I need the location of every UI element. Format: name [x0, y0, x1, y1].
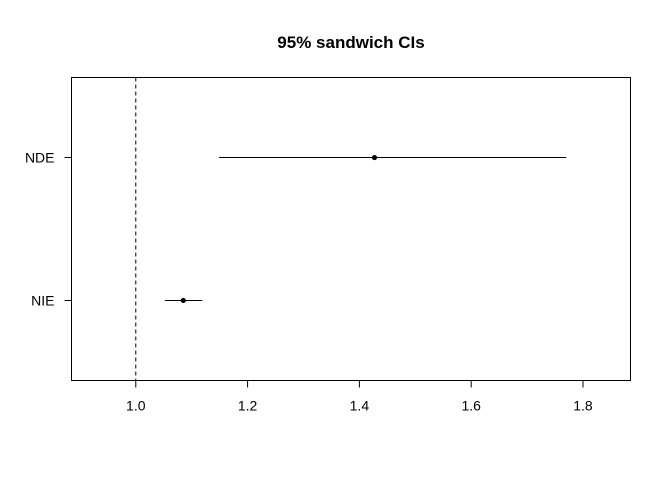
x-tick-label: 1.0 — [126, 398, 146, 414]
x-tick-label: 1.4 — [350, 398, 370, 414]
x-axis: 1.0 1.2 1.4 1.6 1.8 — [126, 380, 593, 414]
y-tick-label: NIE — [31, 292, 54, 308]
plot-frame — [71, 77, 631, 381]
estimate-point-nie — [180, 297, 186, 304]
x-tick-label: 1.6 — [461, 398, 481, 414]
y-tick-label: NDE — [25, 150, 55, 166]
plot-area — [135, 77, 567, 381]
y-axis: NDE NIE — [25, 150, 72, 308]
chart-title: 95% sandwich CIs — [277, 33, 424, 52]
x-tick-label: 1.2 — [238, 398, 258, 414]
x-tick-label: 1.8 — [573, 398, 593, 414]
estimate-point-nde — [371, 154, 378, 161]
